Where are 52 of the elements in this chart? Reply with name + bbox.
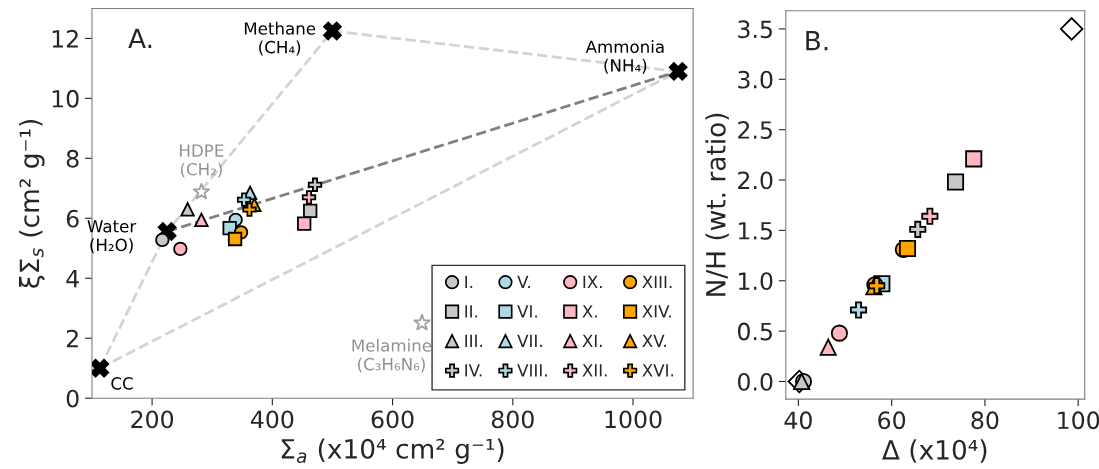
x-tick-label: 800 — [491, 410, 534, 429]
annotation: Water (H₂O) — [87, 220, 137, 254]
legend-label: XVI. — [642, 364, 674, 377]
annotation: Ammonia (NH₄) — [585, 40, 664, 74]
legend-label: XIII. — [642, 275, 672, 288]
legend-label: XV. — [642, 334, 666, 347]
y-axis-title: ξΣ$_{s}$ (cm² g⁻¹) — [18, 119, 45, 288]
legend-label: IV. — [465, 364, 482, 377]
x-tick-label: 1000 — [605, 410, 662, 429]
legend-label: VII. — [517, 334, 542, 347]
y-tick-label: 0.0 — [737, 372, 773, 391]
y-tick-label: 12 — [52, 29, 78, 48]
y-tick-label: 3.5 — [738, 20, 772, 39]
legend-label: II. — [465, 305, 478, 318]
x-tick-label: 600 — [371, 410, 414, 429]
x-tick-label: 60 — [878, 411, 906, 430]
x-tick-label: 80 — [971, 411, 999, 430]
y-tick-label: 2.0 — [738, 171, 773, 190]
y-tick-label: 2 — [66, 329, 78, 348]
legend-label: V. — [517, 275, 530, 288]
legend-label: VI. — [517, 305, 537, 318]
x-tick-label: 100 — [1058, 411, 1099, 430]
x-tick-label: 40 — [784, 411, 812, 430]
x-tick-label: 200 — [131, 410, 174, 429]
y-tick-label: 0 — [66, 389, 79, 408]
legend-label: XI. — [582, 334, 602, 347]
y-tick-label: 4 — [66, 270, 79, 288]
annotation: CC — [111, 377, 133, 390]
legend-label: I. — [465, 275, 473, 288]
y-tick-label: 2.5 — [738, 121, 772, 139]
legend-label: XIV. — [642, 305, 671, 318]
y-tick-label: 10 — [52, 89, 79, 108]
annotation: Melamine (C₃H₆N₆) — [352, 338, 432, 373]
annotation: B. — [806, 31, 828, 51]
legend-label: IX. — [583, 275, 602, 288]
legend-label: X. — [582, 305, 597, 318]
legend-label: XII. — [582, 364, 607, 377]
y-tick-label: 8 — [66, 149, 79, 168]
annotation: Methane (CH₄) — [244, 21, 316, 56]
y-axis-title: N/H (wt. ratio) — [705, 113, 729, 296]
y-tick-label: 1.0 — [739, 272, 773, 291]
legend-label: III. — [465, 334, 482, 347]
x-axis-title: Δ (x10⁴) — [882, 439, 987, 463]
y-tick-label: 3.0 — [738, 70, 773, 89]
annotation: HDPE (CH₂) — [180, 144, 224, 178]
y-tick-label: 1.5 — [739, 222, 772, 240]
x-axis-title: Σ$_{a}$ (x10⁴ cm² g⁻¹) — [281, 438, 504, 464]
legend-label: VIII. — [517, 364, 547, 377]
y-tick-label: 0.5 — [737, 322, 772, 341]
annotation: A. — [128, 28, 152, 48]
y-tick-label: 6 — [66, 209, 79, 228]
x-tick-label: 400 — [250, 410, 294, 429]
